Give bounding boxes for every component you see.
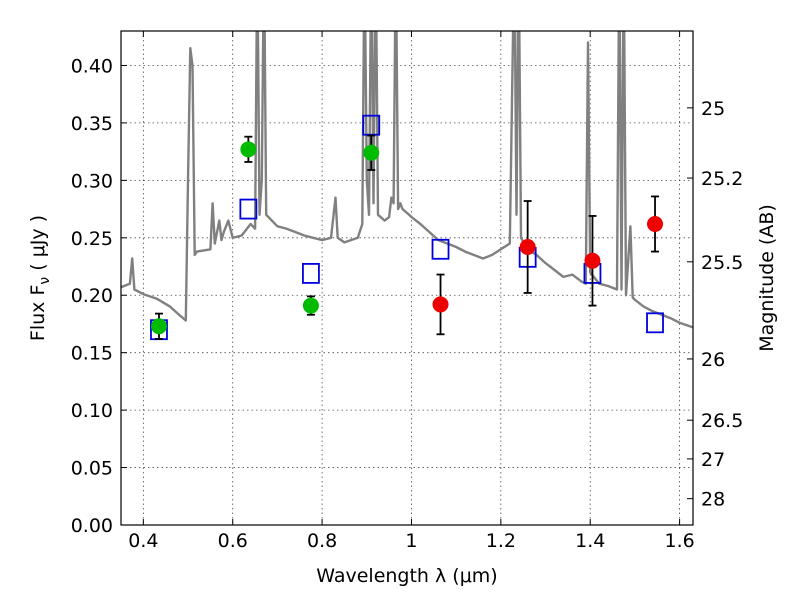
model-spectrum	[121, 31, 693, 329]
red-data-point	[584, 252, 601, 269]
y-tick-label: 0.15	[71, 343, 113, 365]
plot-frame	[120, 30, 694, 526]
green-data-point	[240, 141, 257, 158]
x-tick-label: 0.4	[128, 530, 158, 552]
y2-tick-label: 26.5	[701, 410, 743, 432]
model-band-square	[239, 198, 258, 220]
x-tick-label: 1.2	[486, 530, 516, 552]
x-tick-label: 0.6	[218, 530, 248, 552]
x-tick-label: 0.8	[307, 530, 337, 552]
y2-tick-label: 27	[701, 449, 725, 471]
y-tick-label: 0.10	[71, 400, 113, 422]
model-band-square	[646, 312, 664, 334]
y2-tick-label: 26	[701, 349, 725, 371]
axis-ticks: 0.4 0.6 0.8 1 1.2 1.4 1.6 0.00 0.05 0.10 0.15 0.20 0…	[71, 31, 743, 552]
y-tick-label: 0.00	[71, 515, 113, 537]
y-axis-title-subscript: ν	[37, 277, 53, 285]
red-data-point	[647, 216, 664, 233]
model-band-square	[302, 263, 320, 284]
y2-tick-label: 25.2	[701, 168, 743, 190]
x-tick-label: 1.6	[664, 530, 694, 552]
y-axis-title-unit: ( μJy )	[27, 215, 49, 277]
y-tick-label: 0.25	[71, 228, 113, 250]
y-axis-title: Flux Fν ( μJy )	[27, 215, 53, 341]
x-tick-label: 1.4	[575, 530, 605, 552]
y-tick-label: 0.40	[71, 55, 113, 77]
y-tick-label: 0.30	[71, 170, 113, 192]
model-spectrum-line	[121, 31, 693, 329]
y2-tick-label: 25	[701, 98, 725, 120]
y-tick-label: 0.35	[71, 113, 113, 135]
red-data-point	[519, 238, 536, 255]
y2-tick-label: 25.5	[701, 252, 743, 274]
grid-lines	[121, 31, 693, 526]
green-data-point	[150, 318, 167, 335]
model-band-square	[431, 238, 450, 260]
y2-axis-title: Magnitude (AB)	[756, 204, 778, 352]
y-tick-label: 0.20	[71, 285, 113, 307]
green-data-point	[363, 144, 380, 161]
y2-tick-label: 28	[701, 489, 725, 511]
green-data-point	[302, 297, 319, 314]
x-axis-title: Wavelength λ (μm)	[316, 565, 497, 587]
x-tick-label: 1	[405, 530, 417, 552]
red-data-point	[432, 296, 449, 313]
photometry-markers	[150, 114, 664, 341]
y-tick-label: 0.05	[71, 458, 113, 480]
y-axis-title-main: Flux F	[27, 285, 49, 341]
